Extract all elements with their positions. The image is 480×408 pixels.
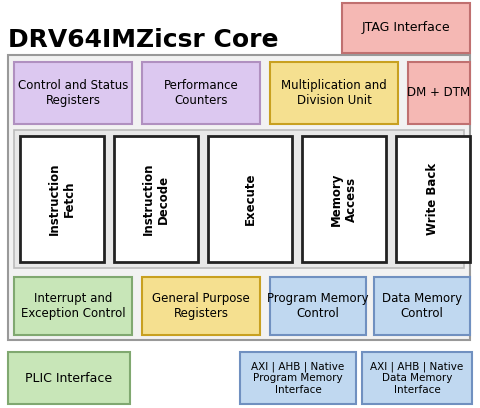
Text: Program Memory
Control: Program Memory Control bbox=[267, 292, 369, 320]
Text: PLIC Interface: PLIC Interface bbox=[25, 372, 113, 384]
FancyBboxPatch shape bbox=[14, 62, 132, 124]
Text: Write Back: Write Back bbox=[427, 163, 440, 235]
FancyBboxPatch shape bbox=[342, 3, 470, 53]
Text: Data Memory
Control: Data Memory Control bbox=[382, 292, 462, 320]
Text: Multiplication and
Division Unit: Multiplication and Division Unit bbox=[281, 79, 387, 107]
Text: Execute: Execute bbox=[243, 173, 256, 225]
FancyBboxPatch shape bbox=[362, 352, 472, 404]
Text: Performance
Counters: Performance Counters bbox=[164, 79, 239, 107]
FancyBboxPatch shape bbox=[270, 277, 366, 335]
Text: General Purpose
Registers: General Purpose Registers bbox=[152, 292, 250, 320]
Text: Instruction
Fetch: Instruction Fetch bbox=[48, 163, 76, 235]
Text: Control and Status
Registers: Control and Status Registers bbox=[18, 79, 128, 107]
FancyBboxPatch shape bbox=[114, 136, 198, 262]
Text: Memory
Access: Memory Access bbox=[330, 172, 358, 226]
FancyBboxPatch shape bbox=[14, 277, 132, 335]
Text: DM + DTM: DM + DTM bbox=[408, 86, 470, 100]
Text: Instruction
Decode: Instruction Decode bbox=[142, 163, 170, 235]
FancyBboxPatch shape bbox=[396, 136, 470, 262]
FancyBboxPatch shape bbox=[8, 55, 470, 340]
FancyBboxPatch shape bbox=[374, 277, 470, 335]
Text: AXI | AHB | Native
Program Memory
Interface: AXI | AHB | Native Program Memory Interf… bbox=[252, 361, 345, 395]
FancyBboxPatch shape bbox=[240, 352, 356, 404]
FancyBboxPatch shape bbox=[270, 62, 398, 124]
FancyBboxPatch shape bbox=[142, 277, 260, 335]
FancyBboxPatch shape bbox=[142, 62, 260, 124]
Text: Interrupt and
Exception Control: Interrupt and Exception Control bbox=[21, 292, 125, 320]
FancyBboxPatch shape bbox=[302, 136, 386, 262]
FancyBboxPatch shape bbox=[14, 130, 464, 268]
FancyBboxPatch shape bbox=[408, 62, 470, 124]
FancyBboxPatch shape bbox=[20, 136, 104, 262]
FancyBboxPatch shape bbox=[8, 352, 130, 404]
FancyBboxPatch shape bbox=[208, 136, 292, 262]
Text: AXI | AHB | Native
Data Memory
Interface: AXI | AHB | Native Data Memory Interface bbox=[371, 361, 464, 395]
Text: JTAG Interface: JTAG Interface bbox=[362, 22, 450, 35]
Text: DRV64IMZicsr Core: DRV64IMZicsr Core bbox=[8, 28, 278, 52]
